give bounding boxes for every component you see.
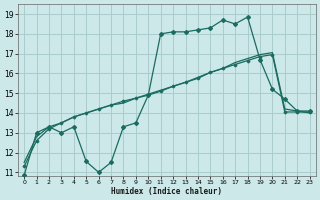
X-axis label: Humidex (Indice chaleur): Humidex (Indice chaleur) <box>111 187 222 196</box>
